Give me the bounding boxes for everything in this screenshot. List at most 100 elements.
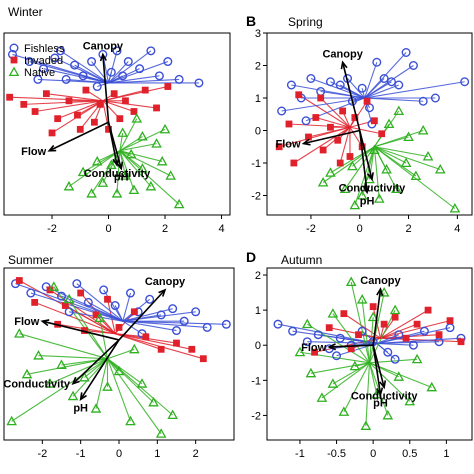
point-fishless [394,80,404,90]
spider-line-fishless [60,50,109,84]
point-native [410,170,422,181]
plot-area [273,276,466,430]
arrow-label-flow: Flow [14,316,39,328]
arrowhead-canopy [158,288,167,297]
arrow-label-canopy: Canopy [83,40,124,52]
point-fishless [135,64,145,74]
point-native [125,415,136,426]
spider-line-invaded [57,100,104,120]
point-fishless [106,67,116,77]
point-fishless [146,46,156,56]
spider-line-fishless [122,320,177,332]
spider-line-native [368,292,385,363]
point-native [449,202,461,213]
point-fishless [302,337,312,347]
point-native [382,409,394,420]
x-tick-label: -2 [37,448,47,460]
arrow-label-ph: pH [73,402,88,414]
arrow-label-flow: Flow [301,342,326,354]
point-invaded [110,90,118,98]
plot-area [6,277,231,438]
point-fishless [39,64,49,74]
panel-title: Spring [288,15,323,29]
x-tick-label: -1 [76,448,86,460]
spider-line-invaded [102,100,135,113]
x-tick-label: -1 [295,448,305,460]
spider-line-native [332,313,370,364]
spider-line-native [119,150,152,187]
spider-line-invaded [49,289,116,335]
point-fishless [145,294,155,304]
point-native [173,198,185,209]
point-native [339,183,351,194]
point-native [6,415,17,426]
point-native [155,428,167,438]
arrow-label-ph: pH [114,172,129,184]
spider-line-fishless [74,64,109,84]
point-native [77,166,89,177]
spider-line-native [350,281,371,363]
point-invaded [130,108,138,115]
point-fishless [125,288,135,298]
spider-line-fishless [108,78,180,84]
point-native [301,318,313,329]
point-native [317,176,329,187]
point-native [434,163,446,174]
spider-line-fishless [108,61,129,84]
x-tick-label: 2 [405,223,411,235]
point-native [125,148,137,159]
spider-line-fishless [320,90,365,99]
point-invaded [81,327,88,334]
point-native [90,403,102,413]
x-tick-label: 2 [193,448,199,460]
arrow-flow [329,344,374,348]
point-fishless [347,96,357,106]
point-fishless [33,74,43,84]
point-invaded [327,123,334,131]
point-native [120,170,131,180]
spider-line-fishless [376,337,462,345]
point-fishless [57,291,67,301]
point-fishless [174,74,184,84]
spider-line-invaded [102,100,157,109]
point-invaded [311,348,318,356]
point-invaded [31,108,39,115]
spider-line-fishless [107,50,118,84]
point-fishless [64,307,74,317]
point-fishless [123,57,133,67]
point-fishless [78,71,88,81]
point-native [102,381,113,391]
point-native [356,189,368,200]
point-fishless [87,57,97,67]
point-native [422,150,434,161]
spider-line-native [119,143,157,152]
arrow-label-ph: pH [373,397,388,409]
spider-line-native [119,150,135,191]
point-fishless [286,80,296,90]
point-native [151,138,162,148]
point-fishless [394,330,404,340]
spider-line-native [68,298,108,359]
x-tick-label: 1 [154,448,160,460]
point-invaded [378,130,386,138]
spider-line-fishless [364,84,399,99]
spider-line-fishless [281,97,365,112]
point-fishless [401,48,411,58]
point-invaded [424,306,432,314]
point-fishless [357,326,367,336]
point-fishless [430,93,440,103]
point-invaded [285,120,293,128]
point-invaded [369,303,377,311]
arrow-conductivity [358,130,373,180]
point-native [393,371,405,381]
point-native [349,199,361,210]
spider-line-fishless [364,62,378,99]
y-tick-label: 2 [255,270,261,282]
point-invaded [347,345,355,353]
point-fishless [288,326,298,336]
point-native [129,343,140,354]
point-invaded [61,302,69,309]
